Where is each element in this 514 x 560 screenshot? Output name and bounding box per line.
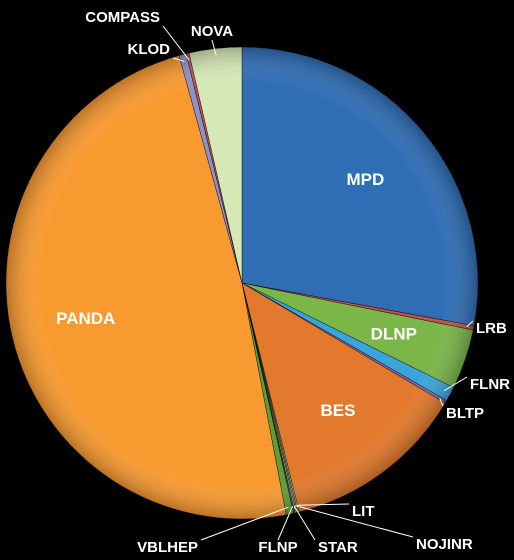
leader-line (293, 505, 316, 541)
leader-line (466, 320, 474, 327)
slice-label: KLOD (128, 41, 171, 58)
leader-line (172, 57, 185, 62)
leader-line (443, 376, 468, 392)
pie (5, 46, 479, 520)
slice-label: LIT (352, 503, 375, 520)
slice-label: PANDA (56, 309, 115, 328)
leader-line (295, 505, 414, 538)
leader-line (211, 39, 217, 56)
slice-label: BLTP (446, 405, 484, 422)
labels: MPD LRB DLNP FLNR BLTP BES LIT NOJINR STAR FLNP VB… (56, 9, 510, 556)
leader-line (439, 398, 444, 407)
leader-line (277, 506, 294, 541)
slice-label: MPD (346, 170, 384, 189)
slice-label: NOJINR (416, 536, 473, 553)
slice-label: BES (320, 401, 355, 420)
slice-label: VBLHEP (137, 539, 198, 556)
leader-line (200, 506, 289, 541)
leader-line (296, 503, 350, 506)
slice-label: STAR (318, 539, 358, 556)
slice-label: LRB (476, 320, 507, 337)
slice-label: COMPASS (85, 9, 160, 26)
slice-label: DLNP (371, 324, 417, 343)
slice-label: FLNP (258, 539, 297, 556)
slice-label: FLNR (470, 376, 510, 393)
leader-line (162, 25, 190, 61)
slice-label: NOVA (191, 23, 233, 40)
